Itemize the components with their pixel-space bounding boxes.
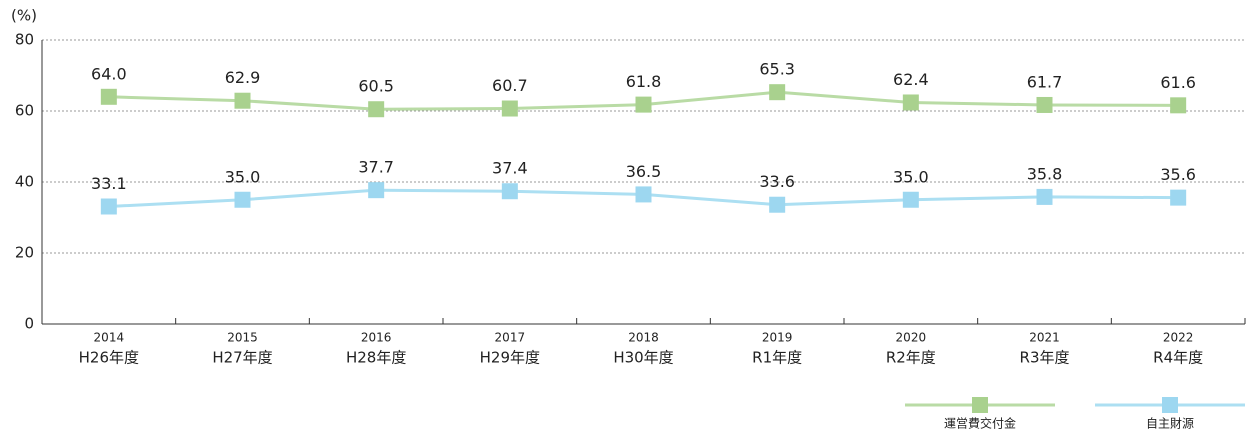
data-label: 33.6 (759, 172, 795, 191)
point (234, 92, 251, 109)
point (769, 196, 786, 213)
point (1036, 96, 1053, 113)
data-label: 37.4 (492, 159, 528, 178)
x-tick-sublabel: H28年度 (346, 349, 406, 367)
x-tick-sublabel: H30年度 (613, 349, 673, 367)
data-label: 61.8 (626, 72, 662, 91)
point (635, 186, 652, 203)
x-tick-label: 2016 (361, 331, 392, 345)
data-label: 61.6 (1160, 73, 1196, 92)
point (1170, 189, 1187, 206)
x-tick-label: 2019 (762, 331, 793, 345)
point (501, 100, 518, 117)
y-tick-label: 80 (15, 31, 34, 49)
data-label: 65.3 (759, 60, 795, 79)
data-label: 37.7 (358, 158, 394, 177)
point (902, 94, 919, 111)
y-tick-label: 60 (15, 102, 34, 120)
data-label: 64.0 (91, 64, 127, 83)
x-tick-sublabel: H29年度 (480, 349, 540, 367)
x-tick-label: 2022 (1163, 331, 1194, 345)
point (1170, 97, 1187, 114)
data-label: 35.6 (1160, 165, 1196, 184)
legend-label: 運営費交付金 (944, 416, 1016, 431)
y-tick-label: 40 (15, 173, 34, 191)
data-label: 62.9 (225, 68, 261, 87)
y-axis-label: (%) (11, 7, 37, 25)
point (902, 191, 919, 208)
legend-marker (1162, 397, 1178, 413)
x-tick-sublabel: R3年度 (1020, 349, 1070, 367)
x-tick-sublabel: R4年度 (1153, 349, 1203, 367)
x-tick-sublabel: R2年度 (886, 349, 936, 367)
point (368, 101, 385, 118)
y-tick-label: 0 (24, 315, 34, 333)
point (368, 182, 385, 199)
data-label: 60.7 (492, 76, 528, 95)
data-label: 62.4 (893, 70, 929, 89)
legend-label: 自主財源 (1146, 416, 1194, 431)
point (100, 198, 117, 215)
x-tick-label: 2015 (227, 331, 258, 345)
data-label: 35.0 (225, 167, 261, 186)
data-label: 60.5 (358, 77, 394, 96)
x-tick-sublabel: H26年度 (79, 349, 139, 367)
x-tick-label: 2021 (1029, 331, 1060, 345)
point (1036, 188, 1053, 205)
point (501, 183, 518, 200)
x-tick-label: 2017 (495, 331, 526, 345)
y-tick-label: 20 (15, 244, 34, 262)
x-tick-sublabel: H27年度 (212, 349, 272, 367)
legend-marker (972, 397, 988, 413)
x-tick-label: 2014 (94, 331, 125, 345)
x-tick-label: 2018 (628, 331, 659, 345)
data-label: 35.0 (893, 167, 929, 186)
x-tick-label: 2020 (896, 331, 927, 345)
data-label: 61.7 (1027, 72, 1063, 91)
point (100, 88, 117, 105)
data-label: 36.5 (626, 162, 662, 181)
point (769, 84, 786, 101)
point (635, 96, 652, 113)
data-label: 33.1 (91, 174, 127, 193)
data-label: 35.8 (1027, 164, 1063, 183)
x-tick-sublabel: R1年度 (752, 349, 802, 367)
point (234, 191, 251, 208)
